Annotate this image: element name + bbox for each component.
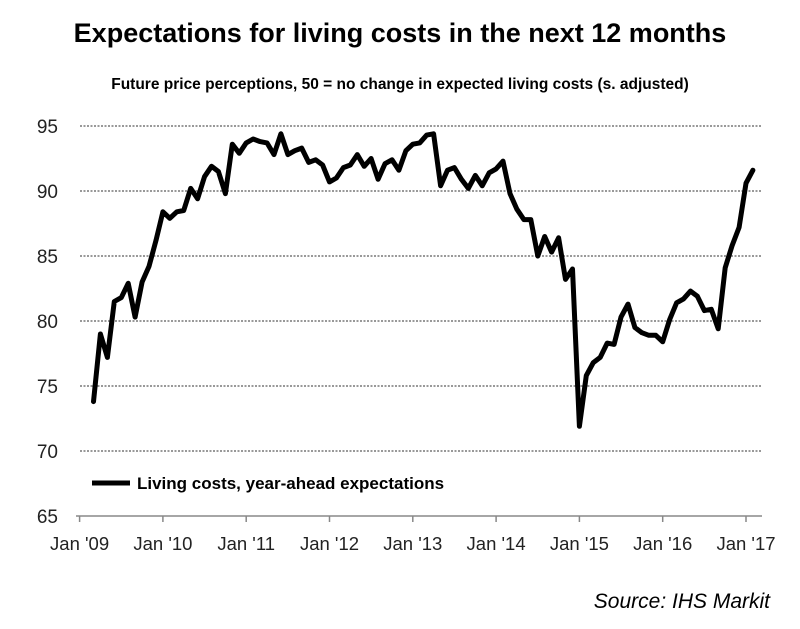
x-tick-label: Jan '11 <box>217 533 275 554</box>
x-tick-label: Jan '17 <box>716 533 775 554</box>
source-note: Source: IHS Markit <box>593 590 770 613</box>
y-tick-label: 65 <box>37 507 58 528</box>
chart-subtitle: Future price perceptions, 50 = no change… <box>111 76 689 93</box>
x-tick-label: Jan '13 <box>383 533 442 554</box>
x-tick-label: Jan '16 <box>633 533 692 554</box>
chart-title: Expectations for living costs in the nex… <box>73 18 727 48</box>
y-tick-label: 90 <box>37 182 58 203</box>
x-tick-label: Jan '12 <box>300 533 359 554</box>
y-tick-label: 80 <box>37 312 58 333</box>
y-tick-label: 85 <box>37 247 58 268</box>
y-tick-label: 75 <box>37 377 58 398</box>
x-tick-label: Jan '15 <box>550 533 609 554</box>
x-tick-label: Jan '09 <box>50 533 109 554</box>
legend-label: Living costs, year-ahead expectations <box>137 474 444 493</box>
x-tick-label: Jan '10 <box>133 533 192 554</box>
y-tick-label: 95 <box>37 117 58 138</box>
x-tick-label: Jan '14 <box>467 533 526 554</box>
series-line <box>91 131 756 429</box>
y-tick-label: 70 <box>37 442 58 463</box>
